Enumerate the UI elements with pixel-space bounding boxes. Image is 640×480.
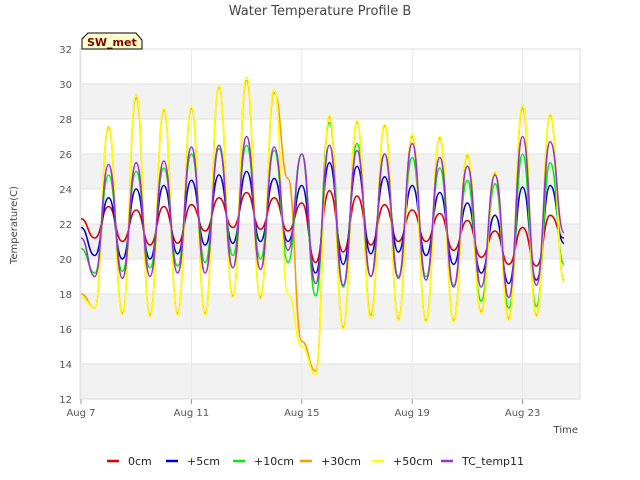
y-tick-label: 16 xyxy=(59,325,72,336)
plot-band xyxy=(80,224,580,259)
chart-title: Water Temperature Profile B xyxy=(229,4,412,19)
plot-background-bands xyxy=(80,49,580,399)
y-tick-label: 32 xyxy=(59,45,72,56)
plot-band xyxy=(80,189,580,224)
site-label-text: SW_met xyxy=(87,36,137,49)
plot-band xyxy=(80,84,580,119)
y-tick-label: 12 xyxy=(59,395,72,406)
y-tick-label: 28 xyxy=(59,115,72,126)
legend-label: +30cm xyxy=(321,455,361,468)
x-tick-label: Aug 11 xyxy=(174,408,209,419)
x-tick-label: Aug 23 xyxy=(505,408,540,419)
x-tick-label: Aug 15 xyxy=(284,408,319,419)
y-tick-label: 24 xyxy=(59,185,72,196)
y-tick-label: 22 xyxy=(59,220,72,231)
y-tick-label: 14 xyxy=(59,360,72,371)
legend-label: +5cm xyxy=(187,455,220,468)
y-tick-label: 26 xyxy=(59,150,72,161)
x-axis-ticks: Aug 7 Aug 11 Aug 15 Aug 19 Aug 23 xyxy=(66,399,540,419)
series-line-tc-temp11 xyxy=(80,135,565,299)
legend-label: 0cm xyxy=(128,455,152,468)
x-tick-label: Aug 7 xyxy=(66,408,95,419)
y-tick-label: 20 xyxy=(59,255,72,266)
plot-band xyxy=(80,329,580,364)
legend: 0cm +5cm +10cm +30cm +50cm TC_temp11 xyxy=(107,455,524,468)
series-lines xyxy=(80,76,565,376)
series-line--50cm xyxy=(80,76,565,376)
plot-band xyxy=(80,364,580,399)
y-tick-label: 18 xyxy=(59,290,72,301)
y-tick-label: 30 xyxy=(59,80,72,91)
plot-band xyxy=(80,294,580,329)
x-axis-title: Time xyxy=(553,425,578,436)
plot-frame xyxy=(79,48,581,400)
y-axis-ticks: 12 14 16 18 20 22 24 26 28 30 32 xyxy=(59,45,72,406)
plot-band xyxy=(80,49,580,84)
y-axis-title: Temperature(C) xyxy=(9,186,20,265)
plot-band xyxy=(80,119,580,154)
site-label-tag: SW_met xyxy=(81,32,143,50)
plot-band xyxy=(80,259,580,294)
legend-label: +50cm xyxy=(393,455,433,468)
x-tick-label: Aug 19 xyxy=(394,408,429,419)
legend-label: TC_temp11 xyxy=(461,455,524,468)
legend-label: +10cm xyxy=(254,455,294,468)
plot-band xyxy=(80,154,580,189)
